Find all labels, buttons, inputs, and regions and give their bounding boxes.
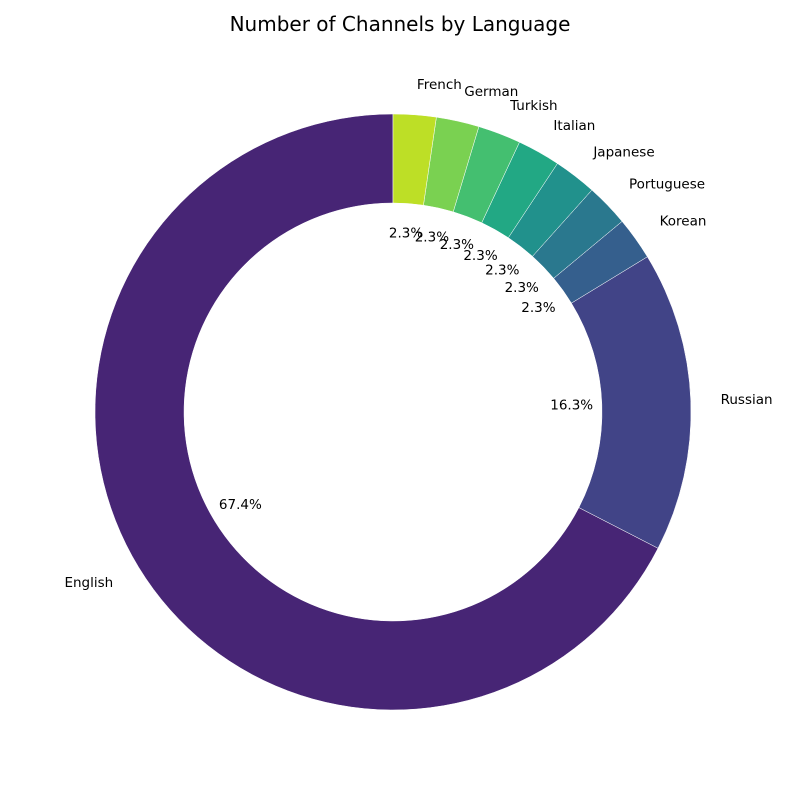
- label-turkish: Turkish: [509, 98, 557, 114]
- pct-label-french: 2.3%: [389, 226, 423, 242]
- pct-label-turkish: 2.3%: [440, 237, 474, 253]
- pct-label-portuguese: 2.3%: [505, 280, 539, 296]
- chart-title: Number of Channels by Language: [229, 12, 571, 36]
- label-korean: Korean: [660, 213, 707, 229]
- label-french: French: [417, 77, 462, 93]
- label-english: English: [64, 575, 113, 591]
- label-italian: Italian: [553, 118, 595, 134]
- pct-label-italian: 2.3%: [463, 248, 497, 264]
- pct-label-korean: 2.3%: [521, 300, 555, 316]
- pct-label-german: 2.3%: [415, 229, 449, 245]
- label-german: German: [464, 84, 518, 100]
- pct-label-russian: 16.3%: [550, 397, 593, 413]
- pct-label-english: 67.4%: [219, 497, 262, 513]
- slice-english: [94, 113, 659, 711]
- slice-french: [392, 113, 437, 206]
- label-portuguese: Portuguese: [629, 176, 705, 192]
- pct-label-japanese: 2.3%: [485, 262, 519, 278]
- label-russian: Russian: [721, 392, 773, 408]
- label-japanese: Japanese: [592, 145, 654, 161]
- slice-russian: [571, 256, 692, 549]
